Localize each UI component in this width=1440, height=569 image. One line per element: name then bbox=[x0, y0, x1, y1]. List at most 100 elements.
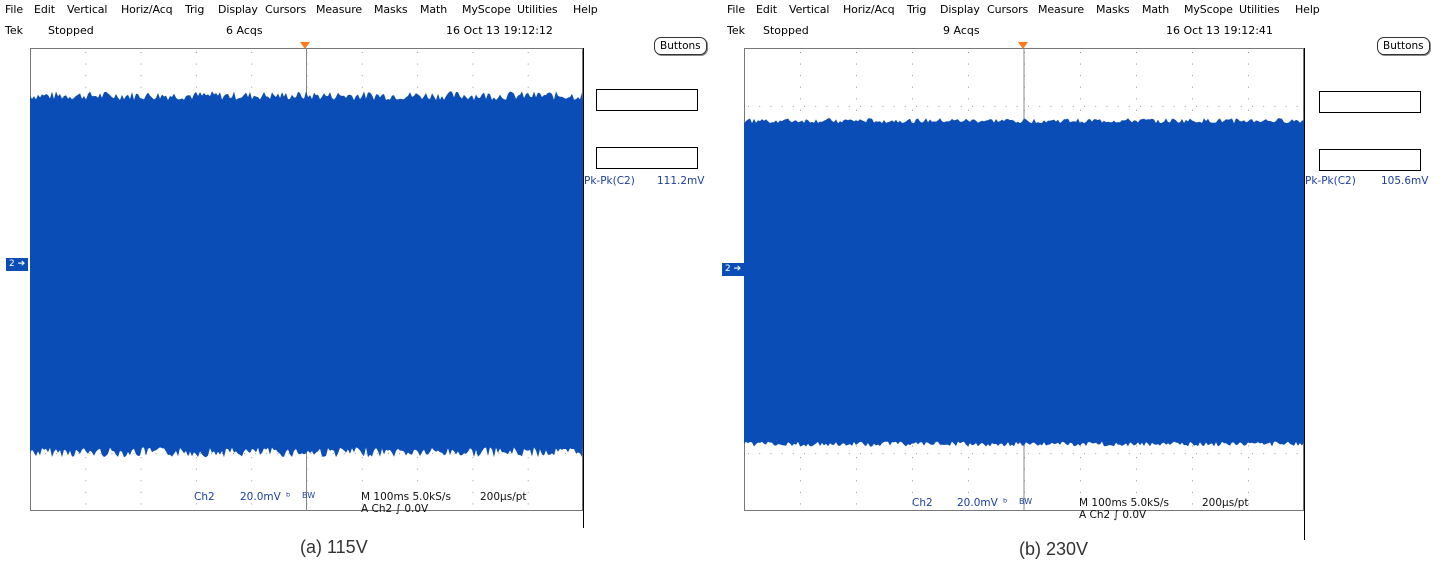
channel-label[interactable]: Ch2 bbox=[194, 491, 215, 503]
grid-dot bbox=[527, 457, 529, 459]
grid-dot bbox=[792, 453, 794, 455]
grid-dot bbox=[781, 105, 783, 107]
grid-dot bbox=[85, 457, 87, 459]
menu-myscope[interactable]: MyScope bbox=[1184, 3, 1233, 16]
buttons-button[interactable]: Buttons bbox=[1377, 37, 1430, 55]
menu-utilities[interactable]: Utilities bbox=[517, 3, 558, 16]
menu-vertical[interactable]: Vertical bbox=[67, 3, 108, 16]
grid-dot bbox=[912, 445, 913, 447]
grid-dot bbox=[140, 75, 142, 77]
waveform-graticule[interactable] bbox=[30, 48, 583, 511]
grid-dot bbox=[85, 491, 87, 493]
grid-dot bbox=[472, 457, 474, 459]
menu-math[interactable]: Math bbox=[1142, 3, 1170, 16]
grid-dot bbox=[1296, 453, 1298, 455]
channel-2-marker[interactable]: 2 ➔ bbox=[722, 263, 745, 276]
measurement-slot-1[interactable] bbox=[1319, 91, 1421, 113]
menu-file[interactable]: File bbox=[727, 3, 746, 16]
channel-2-marker[interactable]: 2 ➔ bbox=[6, 258, 29, 271]
menu-masks[interactable]: Masks bbox=[1096, 3, 1130, 16]
buttons-button[interactable]: Buttons bbox=[654, 37, 707, 55]
trigger-readout[interactable]: A Ch2 ∫ 0.0V bbox=[1079, 509, 1147, 521]
measurement-label: Pk-Pk(C2) bbox=[584, 175, 635, 187]
grid-dot bbox=[1252, 453, 1253, 455]
grid-dot bbox=[1128, 105, 1130, 107]
grid-dot bbox=[916, 105, 917, 107]
volts-per-div[interactable]: 20.0mV bbox=[957, 497, 998, 509]
measurement-value: 111.2mV bbox=[657, 175, 705, 187]
grid-dot bbox=[800, 491, 801, 493]
grid-dot bbox=[960, 105, 962, 107]
grid-dot bbox=[432, 453, 434, 455]
grid-dot bbox=[527, 75, 529, 77]
menu-trig[interactable]: Trig bbox=[907, 3, 927, 16]
menu-horizacq[interactable]: Horiz/Acq bbox=[843, 3, 895, 16]
timebase-readout[interactable]: M 100ms 5.0kS/s bbox=[361, 491, 451, 503]
grid-dot bbox=[1192, 75, 1193, 77]
channel-label[interactable]: Ch2 bbox=[912, 497, 933, 509]
brand-label: Tek bbox=[727, 24, 745, 37]
menu-masks[interactable]: Masks bbox=[374, 3, 408, 16]
menu-trig[interactable]: Trig bbox=[185, 3, 205, 16]
menu-file[interactable]: File bbox=[5, 3, 24, 16]
grid-dot bbox=[1136, 480, 1137, 482]
menu-measure[interactable]: Measure bbox=[1038, 3, 1085, 16]
waveform-graticule[interactable] bbox=[744, 48, 1304, 511]
menu-cursors[interactable]: Cursors bbox=[265, 3, 307, 16]
menu-help[interactable]: Help bbox=[1295, 3, 1320, 16]
menu-vertical[interactable]: Vertical bbox=[789, 3, 830, 16]
grid-dot bbox=[912, 63, 913, 65]
menu-math[interactable]: Math bbox=[420, 3, 448, 16]
grid-dot bbox=[815, 105, 817, 107]
grid-dot bbox=[417, 468, 419, 470]
grid-dot bbox=[912, 109, 913, 111]
grid-dot bbox=[564, 453, 566, 455]
grid-dot bbox=[527, 503, 529, 505]
measurement-slot-2[interactable] bbox=[596, 147, 698, 169]
channel-marker-label: 2 bbox=[725, 264, 731, 274]
grid-dot bbox=[34, 453, 35, 455]
menu-utilities[interactable]: Utilities bbox=[1239, 3, 1280, 16]
volts-per-div[interactable]: 20.0mV bbox=[240, 491, 281, 503]
grid-dot bbox=[804, 453, 805, 455]
grid-dot bbox=[1274, 453, 1276, 455]
grid-dot bbox=[1084, 453, 1085, 455]
menu-measure[interactable]: Measure bbox=[316, 3, 363, 16]
grid-dot bbox=[1192, 468, 1193, 470]
grid-dot bbox=[800, 75, 801, 77]
grid-dot bbox=[856, 75, 857, 77]
grid-dot bbox=[1136, 457, 1137, 459]
grid-dot bbox=[927, 105, 929, 107]
menu-horizacq[interactable]: Horiz/Acq bbox=[121, 3, 173, 16]
grid-dot bbox=[1016, 453, 1018, 455]
menu-edit[interactable]: Edit bbox=[34, 3, 55, 16]
trigger-position-marker[interactable] bbox=[1018, 42, 1028, 49]
grid-dot bbox=[310, 453, 312, 455]
timebase-readout[interactable]: M 100ms 5.0kS/s bbox=[1079, 497, 1169, 509]
grid-dot bbox=[983, 453, 985, 455]
menu-display[interactable]: Display bbox=[218, 3, 258, 16]
measurement-slot-2[interactable] bbox=[1319, 149, 1421, 171]
grid-dot bbox=[361, 503, 363, 505]
menu-myscope[interactable]: MyScope bbox=[462, 3, 511, 16]
menu-cursors[interactable]: Cursors bbox=[987, 3, 1029, 16]
grid-dot bbox=[1080, 63, 1081, 65]
trigger-readout[interactable]: A Ch2 ∫ 0.0V bbox=[361, 503, 429, 515]
grid-dot bbox=[848, 105, 850, 107]
grid-dot bbox=[856, 52, 857, 53]
menu-display[interactable]: Display bbox=[940, 3, 980, 16]
trigger-position-marker[interactable] bbox=[300, 42, 310, 49]
measurement-slot-1[interactable] bbox=[596, 89, 698, 111]
date-time: 16 Oct 13 19:12:12 bbox=[446, 24, 553, 37]
grid-dot bbox=[856, 457, 857, 459]
grid-dot bbox=[1136, 98, 1137, 100]
grid-dot bbox=[100, 453, 102, 455]
menu-help[interactable]: Help bbox=[573, 3, 598, 16]
grid-dot bbox=[968, 480, 969, 482]
menu-edit[interactable]: Edit bbox=[756, 3, 777, 16]
grid-dot bbox=[938, 105, 940, 107]
grid-dot bbox=[856, 445, 857, 447]
grid-dot bbox=[912, 468, 913, 470]
grid-dot bbox=[472, 52, 474, 53]
grid-dot bbox=[361, 75, 363, 77]
